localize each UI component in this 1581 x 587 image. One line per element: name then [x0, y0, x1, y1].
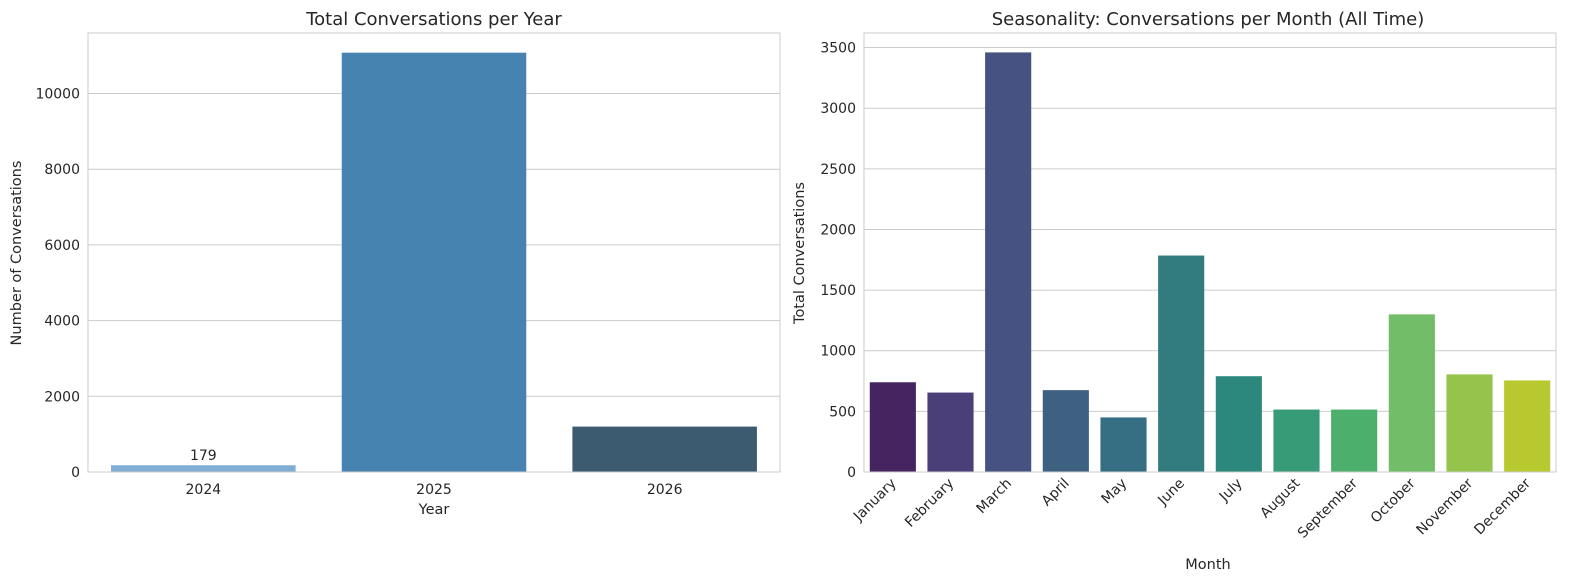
chart-monthly-seasonality: Seasonality: Conversations per Month (Al…	[792, 9, 1557, 573]
plot-frame	[863, 32, 1557, 473]
chart-yearly-conversations: Total Conversations per Year 179 0 2000 40…	[9, 9, 781, 518]
y-tick-label: 0	[71, 465, 80, 481]
x-tick-labels: January February March April May June July Augu…	[850, 475, 1534, 541]
bars	[869, 52, 1551, 472]
bar	[1100, 417, 1147, 472]
y-tick-label: 2000	[820, 222, 856, 238]
bar	[1331, 409, 1378, 472]
data-labels: 179	[190, 448, 217, 464]
y-tick-label: 6000	[44, 238, 80, 254]
x-tick-labels: 2024 2025 2026	[186, 482, 683, 498]
y-axis-label: Total Conversations	[792, 182, 808, 325]
y-tick-label: 4000	[44, 314, 80, 330]
bar	[927, 392, 974, 472]
y-tick-label: 500	[829, 404, 856, 420]
bar	[1158, 255, 1205, 472]
bar	[341, 52, 527, 472]
plot-frame	[87, 32, 781, 473]
x-tick-label: March	[973, 476, 1014, 517]
y-tick-labels: 0 2000 4000 6000 8000 10000	[35, 87, 80, 481]
y-tick-label: 8000	[44, 162, 80, 178]
y-tick-label: 2000	[44, 389, 80, 405]
y-tick-label: 3000	[820, 101, 856, 117]
x-tick-label: 2025	[416, 482, 452, 498]
bar	[572, 426, 757, 472]
y-tick-label: 1000	[820, 344, 856, 360]
bar	[1446, 374, 1493, 472]
chart-title: Total Conversations per Year	[305, 9, 562, 30]
x-tick-label: November	[1414, 475, 1477, 538]
x-tick-label: February	[902, 476, 957, 531]
x-tick-label: December	[1471, 475, 1534, 538]
y-gridlines	[864, 47, 1556, 473]
x-axis-label: Year	[418, 502, 450, 518]
bar	[1504, 380, 1551, 472]
x-tick-label: 2024	[186, 482, 222, 498]
bar	[1273, 409, 1320, 472]
y-tick-label: 1500	[820, 283, 856, 299]
x-tick-label: September	[1295, 475, 1361, 541]
bar	[1042, 390, 1089, 472]
x-tick-label: 2026	[647, 482, 683, 498]
bar	[1388, 314, 1435, 472]
bar	[985, 52, 1032, 472]
chart-title: Seasonality: Conversations per Month (Al…	[992, 9, 1425, 30]
x-tick-label: October	[1368, 475, 1419, 526]
y-tick-label: 0	[847, 465, 856, 481]
data-label: 179	[190, 448, 217, 464]
x-tick-label: June	[1154, 476, 1188, 510]
y-tick-label: 10000	[35, 87, 80, 103]
x-tick-label: April	[1039, 476, 1073, 510]
y-tick-label: 3500	[820, 41, 856, 57]
bars	[111, 52, 757, 472]
x-axis-label: Month	[1185, 557, 1230, 573]
y-axis-label: Number of Conversations	[9, 161, 25, 346]
x-tick-label: August	[1257, 475, 1303, 521]
x-tick-label: May	[1099, 476, 1131, 508]
bar	[1215, 376, 1262, 472]
y-tick-label: 2500	[820, 162, 856, 178]
y-tick-labels: 0 500 1000 1500 2000 2500 3000 3500	[820, 41, 856, 481]
bar	[869, 382, 916, 472]
bar	[111, 465, 296, 472]
x-tick-label: July	[1216, 476, 1246, 506]
x-tick-label: January	[850, 476, 900, 526]
